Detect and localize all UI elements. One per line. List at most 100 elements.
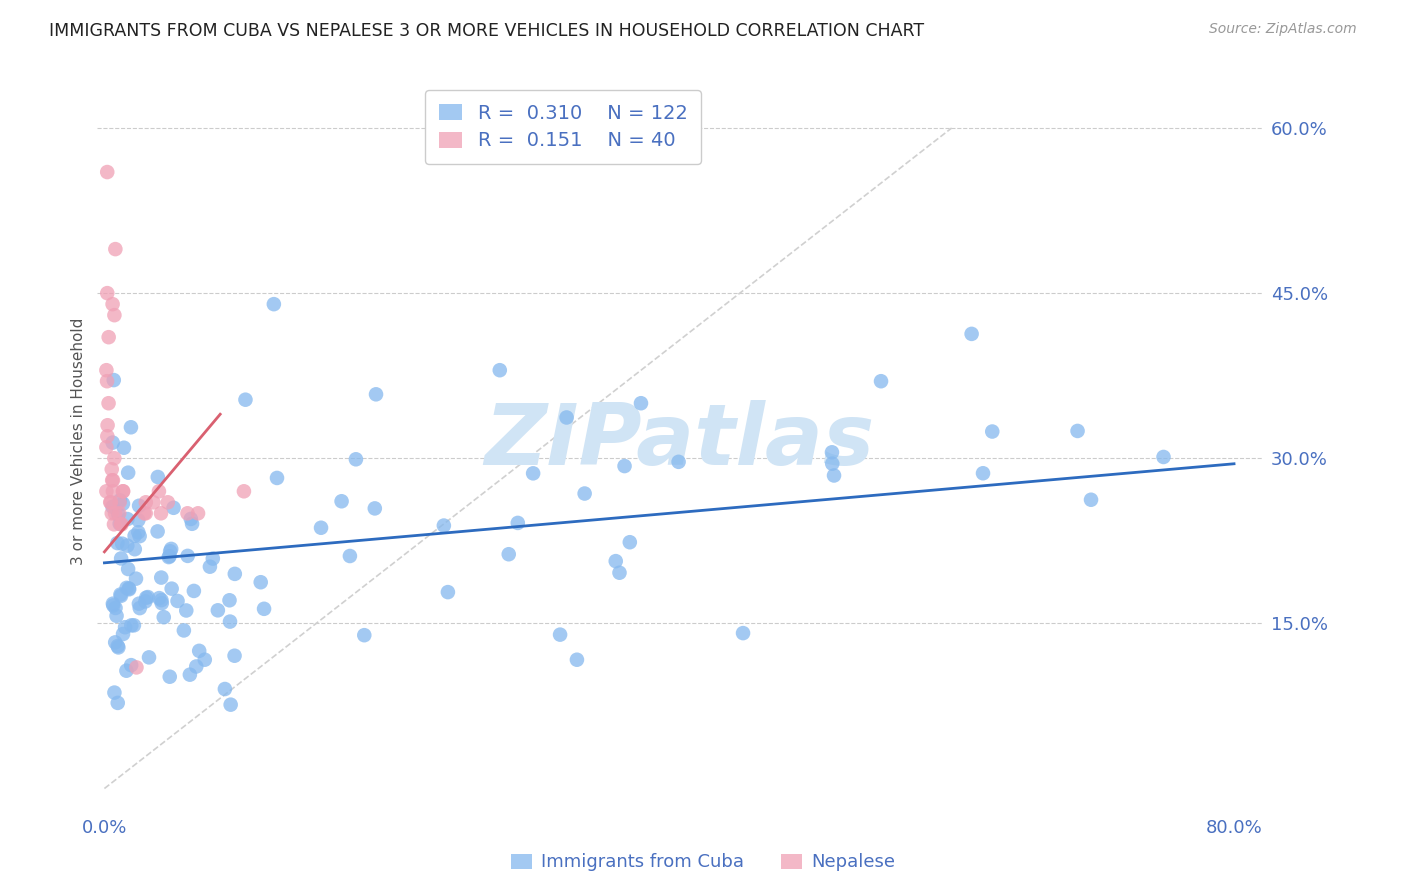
Nepalese [148,484,170,499]
Immigrants from Cuba [219,698,242,712]
Immigrants from Cuba [107,640,129,655]
Nepalese [96,165,118,179]
Immigrants from Cuba [176,549,198,563]
Nepalese [111,484,134,499]
Nepalese [97,330,120,344]
Nepalese [104,506,127,520]
Immigrants from Cuba [107,536,129,550]
Immigrants from Cuba [127,525,149,540]
Immigrants from Cuba [150,596,173,610]
Nepalese [110,517,132,532]
Immigrants from Cuba [105,608,128,623]
Immigrants from Cuba [214,681,236,696]
Immigrants from Cuba [174,603,197,617]
Immigrants from Cuba [219,615,242,629]
Immigrants from Cuba [115,581,138,595]
Immigrants from Cuba [120,658,142,673]
Nepalese [100,495,122,509]
Nepalese [103,451,125,466]
Immigrants from Cuba [619,535,641,549]
Immigrants from Cuba [138,650,160,665]
Immigrants from Cuba [630,396,652,410]
Immigrants from Cuba [821,445,844,459]
Immigrants from Cuba [110,551,132,566]
Immigrants from Cuba [668,455,690,469]
Immigrants from Cuba [136,590,159,604]
Nepalese [96,286,118,301]
Text: Source: ZipAtlas.com: Source: ZipAtlas.com [1209,22,1357,37]
Immigrants from Cuba [114,620,136,634]
Immigrants from Cuba [613,458,636,473]
Y-axis label: 3 or more Vehicles in Household: 3 or more Vehicles in Household [72,318,86,566]
Immigrants from Cuba [166,594,188,608]
Immigrants from Cuba [605,554,627,568]
Immigrants from Cuba [870,374,893,388]
Immigrants from Cuba [128,601,150,615]
Immigrants from Cuba [330,494,353,508]
Nepalese [101,473,124,487]
Immigrants from Cuba [186,659,208,673]
Immigrants from Cuba [160,541,183,556]
Nepalese [96,440,118,454]
Immigrants from Cuba [152,610,174,624]
Immigrants from Cuba [181,516,204,531]
Immigrants from Cuba [183,583,205,598]
Immigrants from Cuba [128,529,150,543]
Immigrants from Cuba [103,685,125,699]
Nepalese [232,484,254,499]
Nepalese [112,484,135,499]
Immigrants from Cuba [266,471,288,485]
Immigrants from Cuba [981,425,1004,439]
Immigrants from Cuba [122,618,145,632]
Immigrants from Cuba [339,549,361,563]
Immigrants from Cuba [823,468,845,483]
Nepalese [176,506,198,520]
Immigrants from Cuba [224,648,246,663]
Immigrants from Cuba [160,582,183,596]
Immigrants from Cuba [124,542,146,557]
Immigrants from Cuba [309,521,332,535]
Nepalese [110,517,132,532]
Immigrants from Cuba [609,566,631,580]
Immigrants from Cuba [120,420,142,434]
Nepalese [104,242,127,256]
Nepalese [156,495,179,509]
Immigrants from Cuba [117,539,139,553]
Nepalese [135,495,157,509]
Immigrants from Cuba [180,512,202,526]
Immigrants from Cuba [128,499,150,513]
Immigrants from Cuba [134,594,156,608]
Immigrants from Cuba [128,597,150,611]
Nepalese [98,495,121,509]
Immigrants from Cuba [157,550,180,565]
Immigrants from Cuba [972,467,994,481]
Nepalese [149,506,172,520]
Immigrants from Cuba [150,593,173,607]
Immigrants from Cuba [498,547,520,561]
Immigrants from Cuba [146,524,169,539]
Immigrants from Cuba [263,297,285,311]
Immigrants from Cuba [108,493,131,508]
Nepalese [101,297,124,311]
Immigrants from Cuba [207,603,229,617]
Immigrants from Cuba [107,508,129,522]
Immigrants from Cuba [1080,492,1102,507]
Immigrants from Cuba [127,513,149,527]
Nepalese [134,506,156,520]
Nepalese [135,506,157,520]
Immigrants from Cuba [117,562,139,576]
Legend: Immigrants from Cuba, Nepalese: Immigrants from Cuba, Nepalese [503,847,903,879]
Immigrants from Cuba [108,516,131,531]
Immigrants from Cuba [433,518,456,533]
Immigrants from Cuba [124,529,146,543]
Immigrants from Cuba [110,589,132,603]
Nepalese [97,396,120,410]
Nepalese [108,495,131,509]
Immigrants from Cuba [1153,450,1175,464]
Immigrants from Cuba [488,363,510,377]
Immigrants from Cuba [148,591,170,606]
Immigrants from Cuba [118,582,141,596]
Immigrants from Cuba [224,566,246,581]
Immigrants from Cuba [101,435,124,450]
Immigrants from Cuba [437,585,460,599]
